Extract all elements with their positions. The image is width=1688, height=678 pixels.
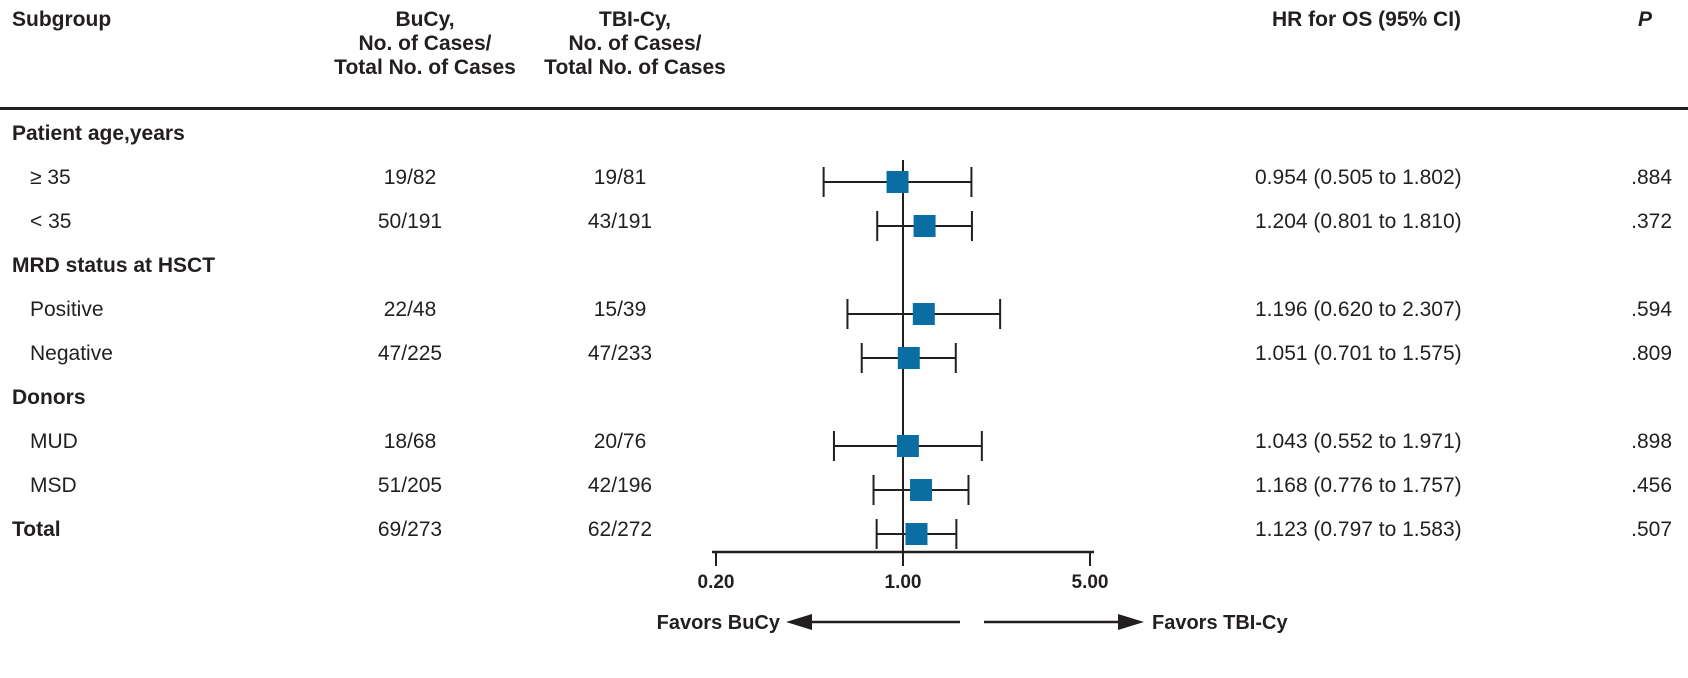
p-value: .456 bbox=[1631, 474, 1672, 497]
bucy-cases: 47/225 bbox=[377, 342, 443, 365]
x-tick-label: 5.00 bbox=[1072, 572, 1109, 593]
hr-ci-text: 1.123 (0.797 to 1.583) bbox=[1255, 518, 1462, 541]
subgroup-label: ≥ 35 bbox=[30, 166, 71, 189]
hr-point-marker bbox=[905, 523, 928, 545]
header-bucy-line3: Total No. of Cases bbox=[334, 56, 516, 79]
p-value: .898 bbox=[1631, 430, 1672, 453]
subgroup-label: < 35 bbox=[30, 210, 72, 233]
subgroup-label: MSD bbox=[30, 474, 77, 497]
header-tbicy-line1: TBI-Cy, bbox=[599, 8, 671, 31]
hr-point-marker bbox=[897, 347, 920, 369]
header-p: P bbox=[1638, 8, 1653, 31]
header-tbicy-line3: Total No. of Cases bbox=[544, 56, 726, 79]
bucy-cases: 19/82 bbox=[383, 166, 437, 189]
tbicy-cases: 19/81 bbox=[593, 166, 647, 189]
hr-ci-text: 1.196 (0.620 to 2.307) bbox=[1255, 298, 1462, 321]
hr-ci-text: 1.051 (0.701 to 1.575) bbox=[1255, 342, 1462, 365]
header-tbicy-line2: No. of Cases/ bbox=[568, 32, 702, 55]
favors-left-arrowhead bbox=[786, 614, 812, 630]
tbicy-cases: 43/191 bbox=[587, 210, 653, 233]
hr-ci-text: 1.168 (0.776 to 1.757) bbox=[1255, 474, 1462, 497]
hr-point-marker bbox=[912, 303, 935, 325]
section-label: Patient age,years bbox=[12, 122, 185, 145]
header-tbicy: TBI-Cy, No. of Cases/ Total No. of Cases bbox=[515, 8, 755, 80]
hr-ci-text: 1.043 (0.552 to 1.971) bbox=[1255, 430, 1462, 453]
p-value: .884 bbox=[1631, 166, 1672, 189]
hr-point-marker bbox=[886, 171, 909, 193]
x-tick-label: 1.00 bbox=[885, 572, 922, 593]
header-bucy-line2: No. of Cases/ bbox=[358, 32, 492, 55]
hr-point-marker bbox=[913, 215, 936, 237]
tbicy-cases: 47/233 bbox=[587, 342, 653, 365]
hr-point-marker bbox=[910, 479, 933, 501]
section-label: Donors bbox=[12, 386, 86, 409]
hr-ci-text: 1.204 (0.801 to 1.810) bbox=[1255, 210, 1462, 233]
header-divider bbox=[0, 107, 1688, 110]
p-value: .594 bbox=[1631, 298, 1672, 321]
bucy-cases: 50/191 bbox=[377, 210, 443, 233]
header-bucy-line1: BuCy, bbox=[395, 8, 455, 31]
header-hr: HR for OS (95% CI) bbox=[1272, 8, 1462, 31]
bucy-cases: 22/48 bbox=[383, 298, 437, 321]
subgroup-label: Negative bbox=[30, 342, 113, 365]
total-label: Total bbox=[12, 518, 61, 541]
x-tick-label: 0.20 bbox=[698, 572, 735, 593]
favors-right-arrowhead bbox=[1118, 614, 1144, 630]
tbicy-cases: 15/39 bbox=[593, 298, 647, 321]
header-bucy: BuCy, No. of Cases/ Total No. of Cases bbox=[305, 8, 545, 80]
favors-right-label: Favors TBI-Cy bbox=[1152, 612, 1288, 634]
p-value: .507 bbox=[1631, 518, 1672, 541]
hr-ci-text: 0.954 (0.505 to 1.802) bbox=[1255, 166, 1462, 189]
tbicy-cases: 62/272 bbox=[587, 518, 653, 541]
p-value: .372 bbox=[1631, 210, 1672, 233]
subgroup-label: Positive bbox=[30, 298, 104, 321]
tbicy-cases: 42/196 bbox=[587, 474, 653, 497]
subgroup-label: MUD bbox=[30, 430, 78, 453]
header-subgroup: Subgroup bbox=[12, 8, 112, 31]
bucy-cases: 51/205 bbox=[377, 474, 443, 497]
hr-point-marker bbox=[896, 435, 919, 457]
bucy-cases: 69/273 bbox=[377, 518, 443, 541]
bucy-cases: 18/68 bbox=[383, 430, 437, 453]
tbicy-cases: 20/76 bbox=[593, 430, 647, 453]
p-value: .809 bbox=[1631, 342, 1672, 365]
favors-left-label: Favors BuCy bbox=[657, 612, 781, 634]
section-label: MRD status at HSCT bbox=[12, 254, 216, 277]
